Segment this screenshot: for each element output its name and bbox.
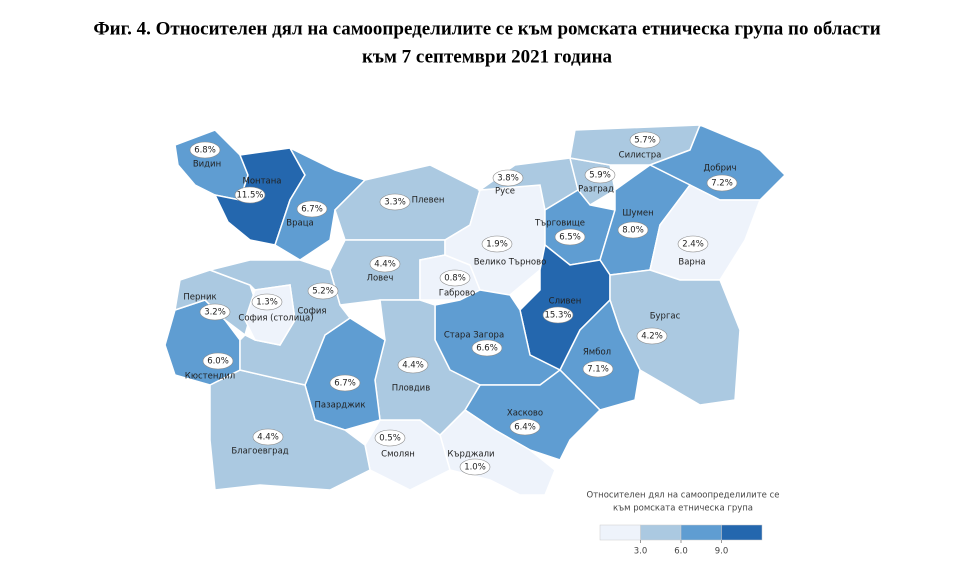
label-bubble	[202, 352, 234, 370]
value-label: 4.4%	[402, 361, 424, 371]
label-bubble	[481, 235, 513, 253]
title-line: Фиг. 4. Относителен дял на самоопределил…	[93, 18, 880, 39]
legend-tick-label: 3.0	[634, 547, 648, 557]
label-bubble	[542, 306, 574, 324]
region-name: Шумен	[622, 209, 653, 219]
legend-swatch	[680, 524, 722, 541]
value-label: 2.4%	[682, 240, 704, 250]
legend-swatch	[599, 524, 641, 541]
value-label: 5.2%	[312, 287, 334, 297]
label-bubble	[459, 458, 491, 476]
region-name: Ямбол	[583, 348, 611, 358]
region-name: Габрово	[439, 289, 475, 299]
value-label: 6.4%	[514, 423, 536, 433]
label-bubble	[252, 428, 284, 446]
region-name: Стара Загора	[444, 331, 504, 341]
label-bubble	[636, 327, 668, 345]
value-label: 3.2%	[204, 308, 226, 318]
legend-swatch	[640, 524, 682, 541]
region-name: Ловеч	[367, 274, 394, 284]
region-name: Пловдив	[392, 384, 430, 394]
value-label: 6.7%	[334, 379, 356, 389]
value-label: 6.7%	[301, 205, 323, 215]
title-line: към 7 септември 2021 година	[362, 46, 613, 67]
region-name: Перник	[183, 293, 216, 303]
legend-swatch	[721, 524, 763, 541]
label-bubble	[439, 269, 471, 287]
value-label: 6.6%	[476, 344, 498, 354]
region-name: Сливен	[549, 297, 582, 307]
value-label: 7.2%	[711, 179, 733, 189]
value-label: 3.3%	[384, 198, 406, 208]
value-label: 3.8%	[497, 174, 519, 184]
label-bubble	[397, 356, 429, 374]
region-name: София	[297, 307, 326, 317]
region-name: Видин	[193, 160, 221, 170]
region-name: Русе	[495, 187, 515, 197]
region-name: Разград	[578, 185, 614, 195]
region-name: София (столица)	[238, 314, 313, 324]
value-label: 4.2%	[641, 332, 663, 342]
region-name: Кюстендил	[185, 372, 235, 382]
label-bubble	[554, 228, 586, 246]
label-bubble	[582, 360, 614, 378]
region-name: Велико Търново	[474, 258, 547, 268]
region-name: Враца	[286, 219, 313, 229]
label-bubble	[629, 131, 661, 149]
value-label: 5.9%	[589, 171, 611, 181]
value-label: 7.1%	[587, 365, 609, 375]
region-name: Хасково	[507, 409, 543, 419]
legend: 3.0 6.0 9.0	[599, 524, 763, 557]
value-label: 1.3%	[256, 298, 278, 308]
label-bubble	[584, 166, 616, 184]
value-label: 15.3%	[544, 311, 571, 321]
region-name: Силистра	[619, 151, 662, 161]
label-bubble	[492, 169, 524, 187]
value-label: 1.9%	[486, 240, 508, 250]
label-bubble	[677, 235, 709, 253]
legend-tick-label: 9.0	[715, 547, 729, 557]
value-label: 4.4%	[257, 433, 279, 443]
label-bubble	[234, 186, 266, 204]
label-bubble	[379, 193, 411, 211]
region-name: Добрич	[703, 164, 736, 174]
legend-title: Относителен дял на самоопределилите се	[587, 491, 780, 501]
value-label: 11.5%	[236, 191, 263, 201]
value-label: 6.5%	[559, 233, 581, 243]
label-bubble	[199, 303, 231, 321]
labels: 6.8% Видин 11.5% Монтана 6.7% Враца 3.3% Плевен…	[183, 131, 738, 476]
label-bubble	[509, 418, 541, 436]
label-bubble	[471, 339, 503, 357]
label-bubble	[369, 255, 401, 273]
legend-title: към ромската етническа група	[613, 504, 753, 514]
region-name: Монтана	[242, 177, 281, 187]
region-name: Смолян	[381, 450, 415, 460]
label-bubble	[706, 174, 738, 192]
value-label: 1.0%	[464, 463, 486, 473]
region-name: Бургас	[650, 312, 681, 322]
label-bubble	[251, 293, 283, 311]
value-label: 0.5%	[379, 434, 401, 444]
label-bubble	[189, 141, 221, 159]
value-label: 0.8%	[444, 274, 466, 284]
value-label: 6.8%	[194, 146, 216, 156]
region-name: Варна	[678, 258, 705, 268]
value-label: 8.0%	[622, 226, 644, 236]
label-bubble	[296, 200, 328, 218]
legend-tick-label: 6.0	[674, 547, 688, 557]
label-bubble	[329, 374, 361, 392]
region-name: Благоевград	[231, 447, 288, 457]
label-bubble	[307, 282, 339, 300]
label-bubble	[617, 221, 649, 239]
value-label: 4.4%	[374, 260, 396, 270]
value-label: 5.7%	[634, 136, 656, 146]
label-bubble	[374, 429, 406, 447]
value-label: 6.0%	[207, 357, 229, 367]
region-name: Кърджали	[447, 450, 494, 460]
region-name: Търговище	[534, 219, 585, 229]
region-name: Пазарджик	[315, 401, 366, 411]
region-name: Плевен	[412, 196, 445, 206]
